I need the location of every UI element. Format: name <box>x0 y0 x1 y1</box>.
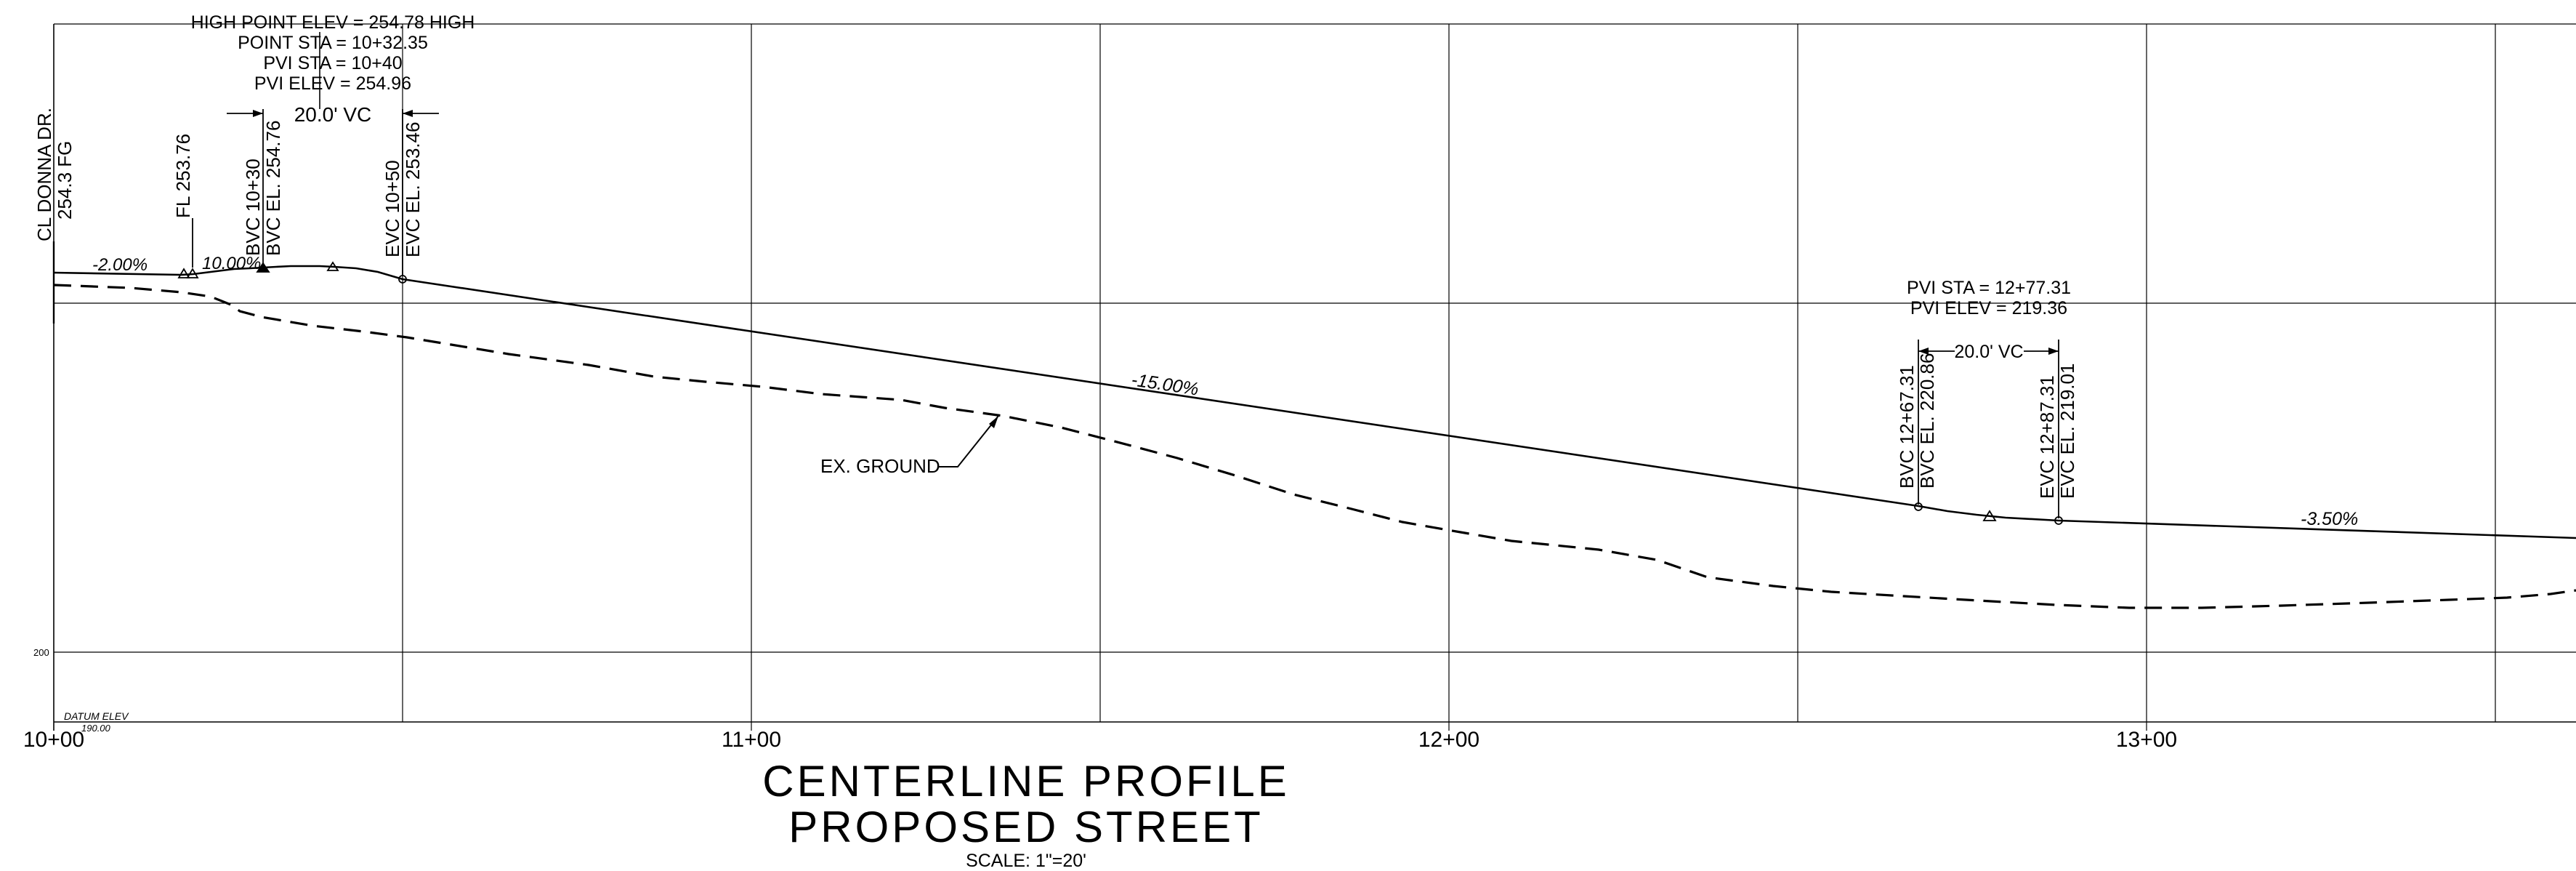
elevation-tick-label: 200 <box>33 647 49 658</box>
cl-label: CL DONNA DR. <box>33 108 55 241</box>
high-point-line-2: POINT STA = 10+32.35 <box>238 33 428 53</box>
high-point-line-3: PVI STA = 10+40 <box>263 53 402 73</box>
vc-length-label-1: 20.0' VC <box>294 103 372 126</box>
evc1-elev-label: EVC EL. 253.46 <box>402 122 424 257</box>
grade-label: 10.00% <box>202 254 261 273</box>
station-labels: 10+00 11+00 12+00 13+00 <box>23 728 2177 752</box>
bvc2-station-label: BVC 12+67.31 <box>1896 365 1918 489</box>
grade-label: -15.00% <box>1130 369 1200 399</box>
triangle-marker <box>186 268 199 278</box>
evc1-station-label: EVC 10+50 <box>381 160 403 257</box>
evc2-station-label: EVC 12+87.31 <box>2036 375 2058 499</box>
bvc2-elev-label: BVC EL. 220.86 <box>1916 353 1938 489</box>
existing-ground-line <box>53 284 2576 609</box>
pvi2-callout: PVI STA = 12+77.31 PVI ELEV = 219.36 <box>1907 278 2071 318</box>
station-label: 12+00 <box>1418 728 1479 752</box>
vc-dimension-2 <box>1918 348 2059 355</box>
datum-value: 190.00 <box>81 723 111 734</box>
pvi2-elevation-label: PVI ELEV = 219.36 <box>1910 298 2067 318</box>
high-point-line-4: PVI ELEV = 254.96 <box>254 73 411 94</box>
vc-dimension-1 <box>227 110 439 117</box>
grade-label: -3.50% <box>2301 509 2358 529</box>
triangle-marker <box>326 261 339 271</box>
triangle-marker <box>1982 510 1997 521</box>
triangle-marker <box>177 268 190 278</box>
pvi2-station-label: PVI STA = 12+77.31 <box>1907 278 2071 298</box>
existing-ground-label: EX. GROUND <box>820 455 940 477</box>
leader-arrowhead <box>989 416 998 428</box>
station-label: 11+00 <box>722 728 781 752</box>
station-label: 13+00 <box>2116 728 2177 752</box>
drawing-title-block: CENTERLINE PROFILE PROPOSED STREET SCALE… <box>762 757 1289 871</box>
drawing-subtitle: PROPOSED STREET <box>788 803 1263 851</box>
vc-length-label-2: 20.0' VC <box>1954 342 2023 362</box>
cl-elev-label: 254.3 FG <box>54 141 76 220</box>
evc2-elev-label: EVC EL. 219.01 <box>2056 364 2078 499</box>
high-point-line-1: HIGH POINT ELEV = 254.78 HIGH <box>191 12 475 33</box>
grade-label: -2.00% <box>92 255 148 275</box>
drawing-title: CENTERLINE PROFILE <box>762 757 1289 806</box>
drawing-scale: SCALE: 1"=20' <box>966 851 1086 871</box>
profile-markers <box>177 261 2063 525</box>
bvc1-station-label: BVC 10+30 <box>242 158 264 256</box>
proposed-profile-line <box>53 265 2576 539</box>
profile-grid <box>53 23 2576 731</box>
fl-label: FL 253.76 <box>172 134 194 218</box>
datum-label: DATUM ELEV <box>64 710 129 722</box>
station-label: 10+00 <box>23 728 84 752</box>
existing-ground-leader <box>939 415 999 467</box>
bvc1-elev-label: BVC EL. 254.76 <box>262 121 284 256</box>
high-point-callout: HIGH POINT ELEV = 254.78 HIGH POINT STA … <box>191 12 475 94</box>
